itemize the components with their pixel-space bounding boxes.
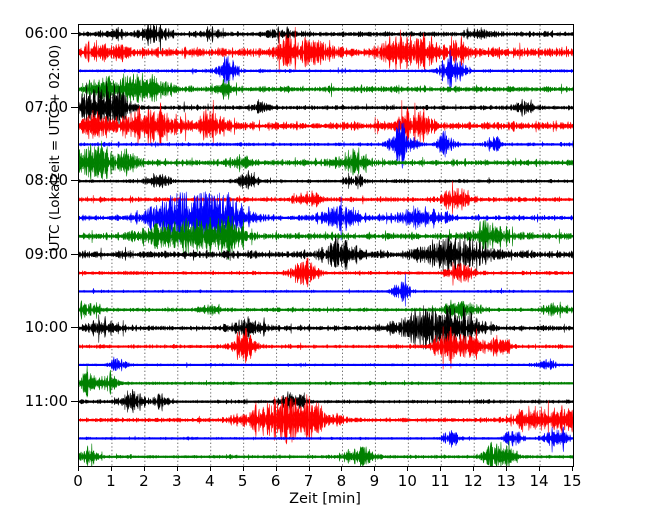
x-tick-mark	[308, 466, 310, 471]
x-tick-label: 9	[369, 472, 380, 490]
seismic-trace	[79, 170, 573, 190]
y-tick-label: 10:00	[24, 318, 68, 337]
x-tick-label: 12	[463, 472, 483, 490]
y-tick-mark	[71, 180, 78, 182]
seismic-trace	[79, 326, 573, 370]
x-tick-mark	[242, 466, 244, 471]
y-axis-tick-marks	[0, 24, 78, 465]
x-tick-label: 5	[237, 472, 248, 490]
x-tick-mark	[539, 466, 541, 471]
seismic-trace	[79, 365, 573, 398]
x-tick-mark	[209, 466, 211, 471]
x-tick-mark	[275, 466, 277, 471]
y-tick-mark	[71, 253, 78, 255]
y-tick-label: 08:00	[24, 171, 68, 190]
x-tick-label: 1	[106, 472, 116, 490]
y-tick-label: 11:00	[24, 391, 68, 410]
y-tick-mark	[71, 106, 78, 108]
x-tick-label: 3	[172, 472, 182, 490]
x-tick-mark	[78, 466, 79, 471]
y-tick-label: 06:00	[24, 24, 68, 43]
x-tick-mark	[374, 466, 376, 471]
y-tick-mark	[71, 33, 78, 35]
seismic-trace	[79, 273, 573, 307]
x-tick-mark	[176, 466, 178, 471]
x-tick-mark	[506, 466, 508, 471]
x-tick-label: 15	[562, 472, 582, 490]
x-tick-mark	[440, 466, 442, 471]
seismic-trace	[79, 426, 573, 453]
x-axis-tick-labels: 0 1 2 3 4 5 6 7 8 9 10 11 12 13 14 15	[73, 472, 581, 492]
y-tick-label: 09:00	[24, 244, 68, 263]
seismic-trace	[79, 140, 573, 181]
seismic-trace	[79, 180, 573, 215]
x-tick-label: 10	[397, 472, 417, 490]
x-tick-label: 11	[430, 472, 450, 490]
x-tick-mark	[407, 466, 409, 471]
x-tick-label: 6	[270, 472, 281, 490]
x-tick-label: 14	[529, 472, 549, 490]
seismic-trace	[79, 440, 573, 466]
x-axis-label: Zeit [min]	[289, 491, 361, 507]
x-tick-label: 0	[73, 472, 83, 490]
x-axis-tick-marks	[78, 466, 573, 472]
plot-area	[78, 24, 574, 467]
x-tick-label: 8	[336, 472, 347, 490]
x-tick-label: 7	[303, 472, 314, 490]
x-tick-mark	[572, 466, 573, 471]
x-tick-mark	[473, 466, 475, 471]
seismic-trace	[79, 215, 573, 260]
x-tick-mark	[110, 466, 112, 471]
x-tick-mark	[341, 466, 343, 471]
y-axis-tick-labels: 06:00 07:00 08:00 09:00 10:00 11:00	[0, 24, 68, 465]
y-tick-mark	[71, 327, 78, 329]
x-tick-label: 4	[204, 472, 215, 490]
x-tick-mark	[143, 466, 145, 471]
y-tick-mark	[71, 400, 78, 402]
x-tick-label: 2	[139, 472, 149, 490]
y-tick-label: 07:00	[24, 97, 68, 116]
x-tick-label: 13	[496, 472, 516, 490]
seismogram-traces	[79, 25, 573, 466]
